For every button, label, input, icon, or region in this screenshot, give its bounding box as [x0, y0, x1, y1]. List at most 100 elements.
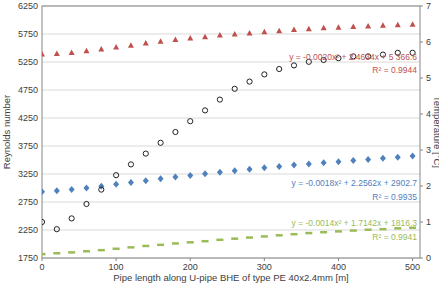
- y-tick-label: 6250: [18, 1, 38, 11]
- grid-line: [42, 146, 420, 147]
- trend-equation: y = -0.0020x² + 2.4634x + 5 366.6: [289, 52, 417, 62]
- point: [291, 27, 297, 33]
- point: [99, 187, 104, 192]
- point: [232, 167, 238, 174]
- point: [321, 159, 327, 166]
- y-tick-label: 5750: [18, 29, 38, 39]
- point: [380, 22, 386, 28]
- point: [128, 42, 134, 48]
- point: [395, 154, 401, 161]
- series: [42, 228, 416, 254]
- trend-r2: R² = 0.9935: [372, 192, 417, 202]
- point: [246, 236, 253, 239]
- point: [98, 249, 105, 252]
- point: [202, 240, 209, 243]
- point: [247, 79, 252, 84]
- point: [84, 201, 89, 206]
- point: [321, 25, 327, 31]
- point: [42, 51, 45, 57]
- point: [305, 232, 312, 235]
- y2-tick-label: 3: [426, 145, 431, 155]
- grid-line: [42, 230, 420, 231]
- x-tick-label: 0: [39, 262, 44, 272]
- y2-tick-label: 6: [426, 37, 431, 47]
- point: [335, 158, 341, 165]
- point: [365, 228, 372, 231]
- chart: 1750225027503250375042504750525057506250…: [0, 0, 439, 294]
- point: [54, 187, 60, 194]
- point: [365, 23, 371, 29]
- point: [172, 174, 178, 181]
- point: [247, 30, 253, 36]
- point: [350, 157, 356, 164]
- point: [350, 229, 357, 232]
- point: [306, 26, 312, 32]
- point: [127, 246, 134, 249]
- x-tick-label: 100: [109, 262, 124, 272]
- x-tick-label: 500: [405, 262, 420, 272]
- point: [158, 140, 163, 145]
- point: [69, 186, 75, 193]
- point: [143, 40, 149, 46]
- point: [158, 38, 164, 44]
- series: [42, 21, 416, 56]
- y-tick-label: 3750: [18, 141, 38, 151]
- point: [83, 48, 89, 54]
- point: [187, 35, 193, 41]
- point: [320, 231, 327, 234]
- point: [232, 31, 238, 37]
- grid-line: [42, 174, 420, 175]
- x-axis-title: Pipe length along U-pipe BHE of type PE …: [113, 272, 349, 283]
- y-tick-label: 4250: [18, 113, 38, 123]
- y-tick-label: 4750: [18, 85, 38, 95]
- point: [143, 177, 149, 184]
- y-tick-label: 2750: [18, 197, 38, 207]
- trend-equation: y = -0.0018x² + 2.2562x + 2902.7: [292, 178, 418, 188]
- point: [350, 23, 356, 29]
- grid-line: [42, 118, 420, 119]
- point: [202, 108, 207, 113]
- point: [261, 164, 267, 171]
- point: [262, 72, 267, 77]
- point: [410, 153, 416, 160]
- point: [231, 237, 238, 240]
- point: [232, 86, 237, 91]
- y-tick-label: 1750: [18, 253, 38, 263]
- point: [261, 29, 267, 34]
- point: [276, 234, 283, 237]
- grid-line: [42, 202, 420, 203]
- point: [128, 179, 134, 186]
- point: [114, 173, 119, 178]
- point: [306, 160, 312, 167]
- trend-r2: R² = 0.9944: [372, 65, 417, 75]
- series: [42, 50, 415, 232]
- point: [69, 49, 75, 55]
- y2-tick-label: 4: [426, 109, 431, 119]
- point: [379, 228, 386, 231]
- y-axis-title: Reynolds number: [1, 95, 12, 169]
- y-tick-label: 5250: [18, 57, 38, 67]
- x-tick-label: 200: [183, 262, 198, 272]
- grid-line: [42, 90, 420, 91]
- point: [217, 32, 223, 38]
- point: [113, 248, 120, 251]
- point: [128, 162, 133, 167]
- point: [276, 163, 282, 170]
- point: [291, 63, 296, 68]
- series: [42, 153, 416, 196]
- point: [142, 245, 149, 248]
- y2-tick-label: 0: [426, 253, 431, 263]
- point: [83, 185, 89, 192]
- point: [98, 46, 104, 52]
- y2-tick-label: 2: [426, 181, 431, 191]
- point: [187, 172, 193, 179]
- plot-frame: [42, 6, 420, 258]
- point: [217, 169, 223, 176]
- x-tick-label: 400: [331, 262, 346, 272]
- point: [173, 129, 178, 134]
- point: [113, 181, 119, 188]
- point: [202, 170, 208, 177]
- point: [291, 233, 298, 236]
- point: [172, 242, 179, 245]
- y-tick-label: 3250: [18, 169, 38, 179]
